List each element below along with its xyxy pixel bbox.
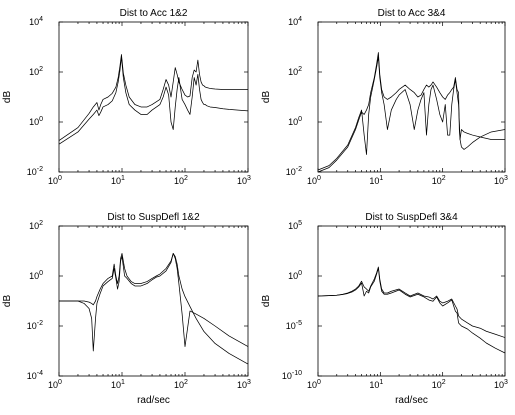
y-tick-label: 10-2 (286, 166, 302, 177)
subplot-title: Dist to SuspDefl 3&4 (365, 212, 458, 223)
axes-frame (58, 225, 249, 377)
x-tick-label: 102 (174, 379, 188, 390)
y-tick-label: 104 (29, 16, 43, 27)
series-line-2 (58, 56, 249, 145)
x-tick-label: 103 (237, 175, 251, 186)
y-tick-label: 10-10 (282, 370, 302, 381)
y-tick-label: 10-5 (286, 320, 302, 331)
y-axis-label: dB (2, 91, 13, 104)
x-tick-label: 103 (237, 379, 251, 390)
x-tick-label: 100 (307, 379, 321, 390)
y-tick-label: 100 (29, 116, 43, 127)
subplot-4: 100 101 102 103 10-10 10-5 100 105 Dist to SuspD… (261, 212, 508, 406)
series-line-2 (317, 267, 506, 354)
y-axis-label: dB (261, 295, 272, 308)
x-tick-label: 101 (111, 175, 125, 186)
subplot-title: Dist to Acc 1&2 (120, 8, 188, 19)
x-tick-label: 103 (494, 175, 508, 186)
y-tick-label: 102 (29, 220, 43, 231)
axes-frame (317, 21, 506, 173)
x-tick-label: 100 (307, 175, 321, 186)
series-line-1 (58, 54, 248, 141)
y-tick-label: 102 (288, 66, 302, 77)
y-tick-label: 100 (29, 270, 43, 281)
x-tick-label: 101 (369, 175, 383, 186)
y-tick-label: 102 (29, 66, 43, 77)
y-axis-label: dB (261, 91, 272, 104)
subplot-2: 100 101 102 103 10-2 100 102 104 Dist to Acc 3&4… (261, 8, 508, 186)
x-axis-label: rad/sec (395, 395, 428, 406)
x-tick-label: 103 (494, 379, 508, 390)
y-tick-label: 100 (288, 270, 302, 281)
x-tick-label: 100 (48, 379, 62, 390)
x-tick-label: 102 (432, 379, 446, 390)
series-line-1 (59, 253, 249, 365)
subplot-3: 100 101 102 103 10-4 10-2 100 102 Dist to SuspDe… (2, 212, 251, 406)
y-tick-label: 10-4 (27, 370, 43, 381)
y-tick-label: 10-2 (27, 166, 43, 177)
x-tick-label: 101 (369, 379, 383, 390)
y-tick-label: 100 (288, 116, 302, 127)
y-tick-label: 10-2 (27, 320, 43, 331)
x-tick-label: 101 (111, 379, 125, 390)
subplot-title: Dist to Acc 3&4 (378, 8, 446, 19)
x-axis-label: rad/sec (137, 395, 170, 406)
x-tick-label: 102 (174, 175, 188, 186)
axes-frame (58, 21, 249, 173)
y-axis-label: dB (2, 295, 13, 308)
x-tick-label: 102 (432, 175, 446, 186)
series-line-2 (317, 56, 506, 171)
subplot-1: 100 101 102 103 10-2 100 102 104 Dist to Acc 1&2… (2, 8, 251, 186)
series-line-1 (317, 266, 506, 338)
x-tick-label: 100 (48, 175, 62, 186)
subplot-title: Dist to SuspDefl 1&2 (107, 212, 200, 223)
series-line-2 (59, 253, 249, 352)
y-tick-label: 104 (288, 16, 302, 27)
axes-frame (317, 225, 506, 377)
y-tick-label: 105 (288, 220, 302, 231)
